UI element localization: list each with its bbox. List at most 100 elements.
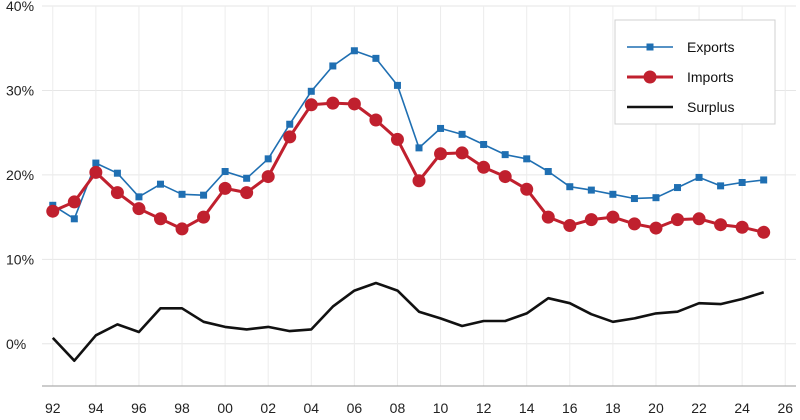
imports-point (627, 217, 641, 231)
exports-point (566, 183, 574, 191)
exports-point (393, 81, 401, 89)
exports-point (286, 120, 294, 128)
imports-point (46, 204, 60, 218)
imports-series (46, 96, 771, 239)
x-tick-label: 08 (390, 400, 406, 416)
exports-point (630, 195, 638, 203)
exports-point (113, 169, 121, 177)
imports-point (477, 160, 491, 174)
series-area (46, 47, 771, 362)
x-tick-label: 10 (433, 400, 449, 416)
imports-point (455, 146, 469, 160)
imports-point (649, 221, 663, 235)
exports-point (587, 186, 595, 194)
imports-point (498, 170, 512, 184)
exports-point (264, 155, 272, 163)
imports-point (197, 210, 211, 224)
exports-point (717, 182, 725, 190)
imports-line (52, 101, 765, 234)
imports-point (175, 222, 189, 236)
x-tick-label: 92 (45, 400, 61, 416)
exports-point (501, 151, 509, 159)
exports-point (652, 194, 660, 202)
x-tick-label: 26 (777, 400, 793, 416)
exports-point (156, 180, 164, 188)
x-tick-label: 00 (217, 400, 233, 416)
legend-marker-imports (643, 70, 657, 84)
surplus-line (51, 281, 765, 362)
x-tick-label: 06 (347, 400, 363, 416)
imports-point (304, 98, 318, 112)
legend-marker-exports (646, 43, 654, 51)
imports-point (584, 213, 598, 227)
exports-point (437, 124, 445, 132)
exports-point (480, 140, 488, 148)
y-tick-label: 30% (6, 82, 34, 98)
imports-point (671, 213, 685, 227)
exports-point (760, 176, 768, 184)
y-tick-label: 20% (6, 167, 34, 183)
grid (42, 5, 796, 386)
exports-point (329, 62, 337, 70)
exports-point (458, 130, 466, 138)
x-tick-label: 94 (88, 400, 104, 416)
x-tick-label: 24 (734, 400, 750, 416)
x-tick-label: 18 (605, 400, 621, 416)
x-tick-label: 16 (562, 400, 578, 416)
exports-point (92, 159, 100, 167)
x-tick-label: 98 (174, 400, 190, 416)
imports-point (412, 174, 426, 188)
exports-point (372, 54, 380, 62)
exports-point (221, 168, 229, 176)
exports-point (350, 47, 358, 55)
x-tick-label: 20 (648, 400, 664, 416)
exports-point (674, 184, 682, 192)
exports-point (178, 190, 186, 198)
exports-point (523, 155, 531, 163)
exports-point (200, 191, 208, 199)
x-tick-label: 02 (260, 400, 276, 416)
imports-point (606, 210, 620, 224)
imports-point (390, 132, 404, 146)
x-tick-label: 96 (131, 400, 147, 416)
y-tick-label: 40% (6, 0, 34, 14)
x-tick-label: 04 (303, 400, 319, 416)
exports-series (49, 47, 768, 223)
imports-point (563, 219, 577, 233)
surplus-series (51, 281, 765, 362)
legend-label-surplus: Surplus (687, 99, 734, 115)
imports-point (520, 182, 534, 196)
exports-point (243, 174, 251, 182)
imports-point (434, 147, 448, 161)
y-tick-label: 0% (6, 336, 26, 352)
exports-point (415, 144, 423, 152)
imports-point (67, 195, 81, 209)
legend-label-imports: Imports (687, 69, 734, 85)
x-tick-label: 12 (476, 400, 492, 416)
imports-point (326, 96, 340, 110)
exports-line (52, 50, 764, 220)
exports-point (70, 215, 78, 223)
imports-point (89, 165, 103, 179)
y-tick-label: 10% (6, 251, 34, 267)
imports-point (261, 170, 275, 184)
x-tick-label: 14 (519, 400, 535, 416)
imports-point (347, 97, 361, 111)
tick-labels: 0% 10% 20% 30% 40% 92 94 96 98 00 02 04 06 08 10 12 14 16… (6, 0, 793, 416)
imports-point (692, 212, 706, 226)
imports-point (218, 181, 232, 195)
exports-point (544, 168, 552, 176)
imports-point (541, 210, 555, 224)
imports-point (283, 130, 297, 144)
imports-point (714, 218, 728, 232)
exports-point (307, 87, 315, 95)
imports-point (153, 212, 167, 226)
imports-point (369, 113, 383, 127)
exports-point (695, 173, 703, 181)
imports-point (240, 186, 254, 200)
x-tick-label: 22 (691, 400, 707, 416)
imports-point (735, 220, 749, 234)
imports-point (132, 202, 146, 216)
imports-point (110, 186, 124, 200)
